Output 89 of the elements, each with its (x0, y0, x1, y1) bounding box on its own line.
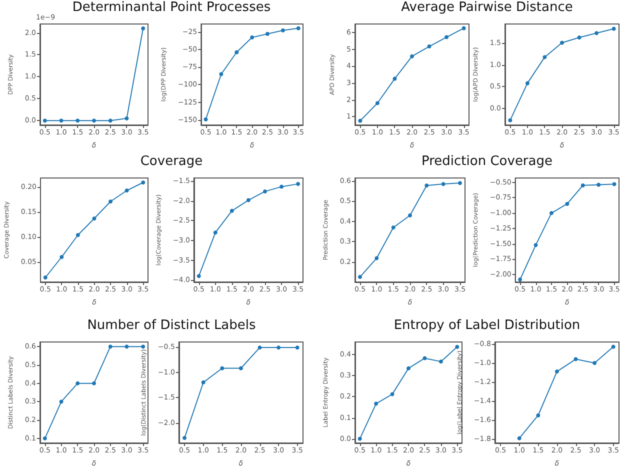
point (60, 255, 64, 259)
point (444, 35, 449, 40)
point (238, 366, 243, 370)
point (124, 344, 129, 349)
point (534, 243, 538, 248)
point (438, 360, 443, 364)
point (577, 35, 582, 40)
point (518, 278, 522, 282)
point (295, 346, 300, 350)
point (141, 344, 146, 349)
point (560, 40, 564, 45)
point (250, 35, 254, 40)
point (230, 208, 234, 213)
point (422, 356, 427, 360)
point (374, 256, 379, 260)
point (427, 44, 432, 48)
point (542, 55, 547, 60)
point (219, 72, 224, 76)
point (204, 117, 208, 122)
point (220, 366, 224, 370)
point (234, 50, 239, 54)
point (59, 118, 64, 123)
point (392, 76, 397, 81)
point (612, 26, 616, 31)
point (574, 357, 578, 362)
point (276, 346, 281, 350)
point (410, 54, 414, 58)
chart-title: Prediction Coverage (420, 154, 554, 169)
point (213, 230, 218, 235)
point (92, 381, 96, 386)
chart-title: Entropy of Label Distribution (392, 318, 582, 333)
point (196, 274, 201, 278)
point (508, 118, 512, 122)
point (76, 118, 80, 123)
point (42, 436, 47, 440)
point (108, 344, 112, 349)
point (182, 436, 187, 440)
point (408, 213, 412, 218)
point (391, 225, 396, 230)
point (76, 381, 80, 386)
point (565, 202, 570, 206)
point (458, 181, 462, 186)
point (280, 184, 284, 189)
point (358, 274, 362, 279)
point (517, 436, 522, 440)
point (296, 182, 300, 186)
point (43, 276, 48, 280)
point (374, 402, 378, 406)
point (296, 26, 300, 30)
point (455, 344, 460, 349)
point (266, 32, 270, 36)
point (124, 188, 129, 192)
point (525, 81, 530, 86)
point (108, 118, 112, 123)
point (441, 182, 446, 186)
point (580, 183, 585, 188)
point (262, 189, 267, 194)
point (141, 180, 146, 184)
point (536, 413, 540, 418)
point (92, 118, 96, 123)
point (108, 200, 113, 204)
chart-title: Determinantal Point Processes (71, 0, 272, 15)
point (358, 118, 362, 123)
point (92, 216, 96, 220)
point (594, 31, 599, 36)
chart-title: Average Pairwise Distance (400, 0, 574, 15)
chart-title: Number of Distinct Labels (86, 318, 257, 333)
point (390, 392, 394, 396)
point (358, 436, 362, 441)
point (592, 360, 597, 365)
point (42, 118, 47, 123)
point (141, 26, 146, 30)
point (406, 366, 410, 370)
point (375, 101, 380, 106)
point (246, 198, 250, 202)
point (201, 380, 206, 384)
point (462, 26, 466, 30)
point (280, 28, 285, 32)
point (424, 183, 429, 188)
point (612, 182, 616, 186)
point (596, 182, 601, 187)
point (554, 370, 559, 374)
point (59, 400, 64, 404)
point (76, 233, 80, 237)
point (124, 116, 129, 120)
chart-title: Coverage (139, 154, 204, 169)
point (611, 344, 616, 349)
point (549, 211, 554, 216)
point (258, 346, 262, 350)
